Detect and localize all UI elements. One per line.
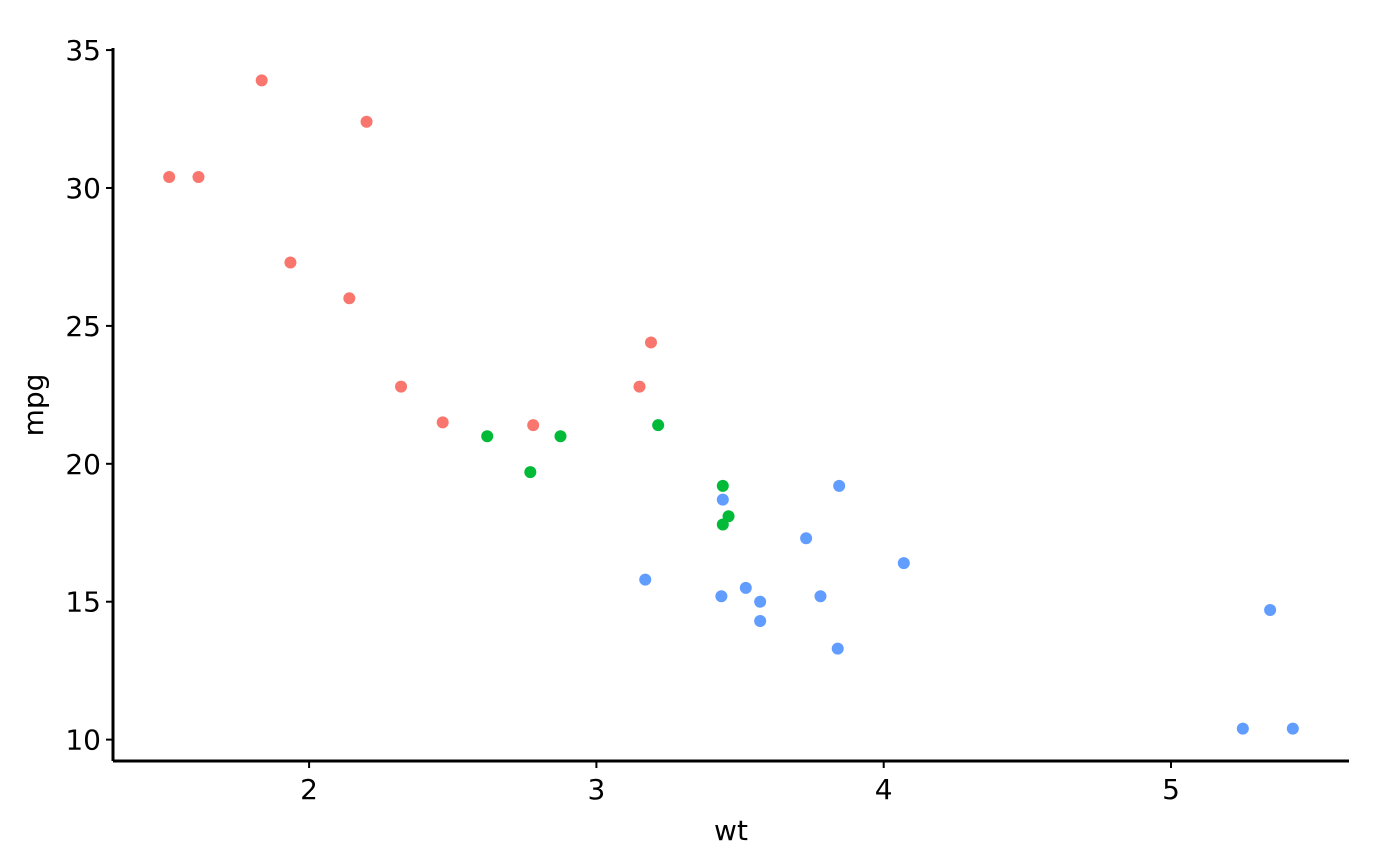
point: [739, 581, 752, 594]
x-tick-label: 3: [587, 773, 605, 806]
x-axis-title: wt: [714, 814, 748, 847]
point: [436, 416, 449, 429]
point: [754, 615, 767, 628]
point: [897, 557, 910, 570]
point: [163, 170, 176, 183]
point: [652, 419, 665, 432]
y-axis-title: mpg: [17, 374, 50, 437]
point: [1236, 722, 1249, 735]
y-tick-label: 15: [65, 586, 101, 619]
point: [800, 532, 813, 545]
x-tick-label: 5: [1162, 773, 1180, 806]
point: [716, 493, 729, 506]
point: [343, 292, 356, 305]
point: [716, 518, 729, 531]
point: [255, 74, 268, 87]
point: [1286, 722, 1299, 735]
point: [814, 590, 827, 603]
y-tick-label: 10: [65, 724, 101, 757]
point: [524, 466, 537, 479]
y-tick-label: 25: [65, 310, 101, 343]
point: [360, 115, 373, 128]
point: [527, 419, 540, 432]
point: [831, 642, 844, 655]
point: [481, 430, 494, 443]
point: [715, 590, 728, 603]
point: [284, 256, 297, 269]
y-tick-label: 30: [65, 172, 101, 205]
point: [716, 479, 729, 492]
point: [554, 430, 567, 443]
y-tick-label: 20: [65, 448, 101, 481]
point: [395, 380, 408, 393]
point: [754, 595, 767, 608]
point: [639, 573, 652, 586]
point: [1264, 603, 1277, 616]
point: [192, 170, 205, 183]
point: [633, 380, 646, 393]
point: [644, 336, 657, 349]
x-tick-label: 4: [875, 773, 893, 806]
y-tick-label: 35: [65, 34, 101, 67]
point: [833, 479, 846, 492]
x-tick-label: 2: [300, 773, 318, 806]
